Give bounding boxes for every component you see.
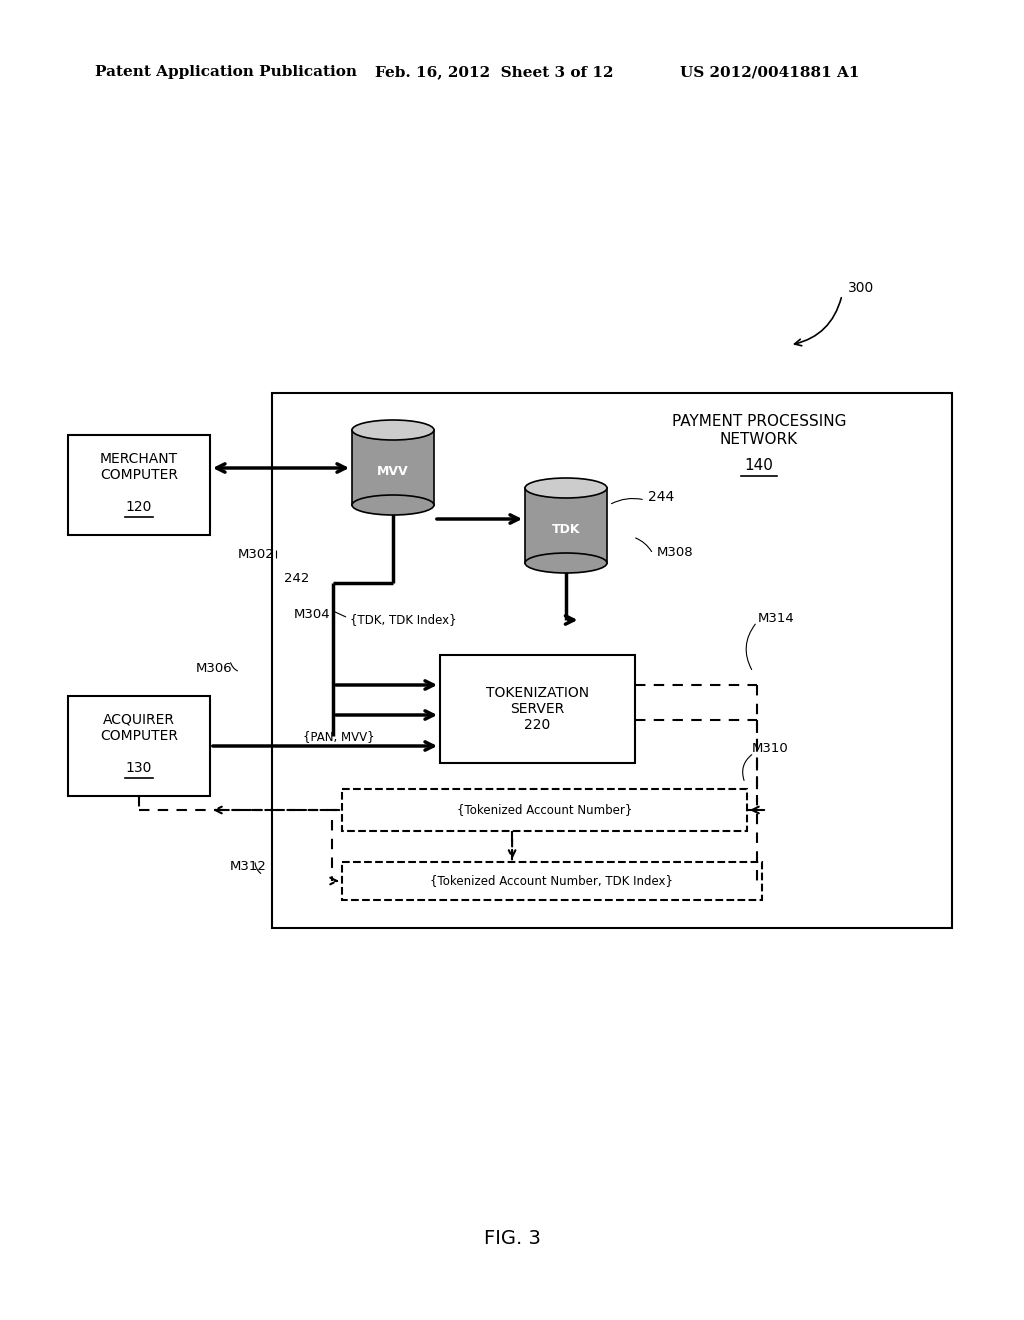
Bar bbox=[352, 430, 434, 506]
Text: TDK: TDK bbox=[552, 523, 581, 536]
Text: NETWORK: NETWORK bbox=[720, 433, 798, 447]
Text: TOKENIZATION
SERVER
220: TOKENIZATION SERVER 220 bbox=[486, 686, 589, 733]
Bar bbox=[342, 862, 762, 900]
Text: M308: M308 bbox=[657, 545, 693, 558]
Text: M314: M314 bbox=[758, 611, 795, 624]
Text: MERCHANT
COMPUTER: MERCHANT COMPUTER bbox=[100, 451, 178, 482]
Ellipse shape bbox=[352, 420, 434, 440]
Text: MVV: MVV bbox=[377, 465, 409, 478]
Text: FIG. 3: FIG. 3 bbox=[483, 1229, 541, 1247]
Text: ACQUIRER
COMPUTER: ACQUIRER COMPUTER bbox=[100, 713, 178, 743]
Bar bbox=[525, 488, 607, 564]
Text: 140: 140 bbox=[744, 458, 773, 473]
Text: US 2012/0041881 A1: US 2012/0041881 A1 bbox=[680, 65, 859, 79]
Ellipse shape bbox=[352, 495, 434, 515]
Text: M304: M304 bbox=[294, 607, 331, 620]
Text: {Tokenized Account Number, TDK Index}: {Tokenized Account Number, TDK Index} bbox=[430, 874, 674, 887]
Bar bbox=[68, 436, 210, 535]
Text: 244: 244 bbox=[648, 490, 674, 504]
Text: 242: 242 bbox=[284, 572, 309, 585]
Text: 300: 300 bbox=[848, 281, 874, 294]
Text: M306: M306 bbox=[196, 661, 232, 675]
Bar bbox=[342, 789, 746, 832]
Ellipse shape bbox=[525, 553, 607, 573]
Bar bbox=[272, 393, 952, 928]
Bar bbox=[440, 655, 635, 763]
Text: PAYMENT PROCESSING: PAYMENT PROCESSING bbox=[672, 413, 846, 429]
Text: M302: M302 bbox=[238, 549, 274, 561]
Text: {Tokenized Account Number}: {Tokenized Account Number} bbox=[457, 804, 632, 817]
Bar bbox=[68, 696, 210, 796]
Text: M310: M310 bbox=[752, 742, 788, 755]
Ellipse shape bbox=[525, 478, 607, 498]
Text: Feb. 16, 2012  Sheet 3 of 12: Feb. 16, 2012 Sheet 3 of 12 bbox=[375, 65, 613, 79]
Text: 120: 120 bbox=[126, 500, 153, 513]
Text: 130: 130 bbox=[126, 762, 153, 775]
Text: {TDK, TDK Index}: {TDK, TDK Index} bbox=[350, 614, 457, 627]
Text: {PAN, MVV}: {PAN, MVV} bbox=[303, 730, 375, 743]
Text: M312: M312 bbox=[230, 859, 267, 873]
Text: Patent Application Publication: Patent Application Publication bbox=[95, 65, 357, 79]
